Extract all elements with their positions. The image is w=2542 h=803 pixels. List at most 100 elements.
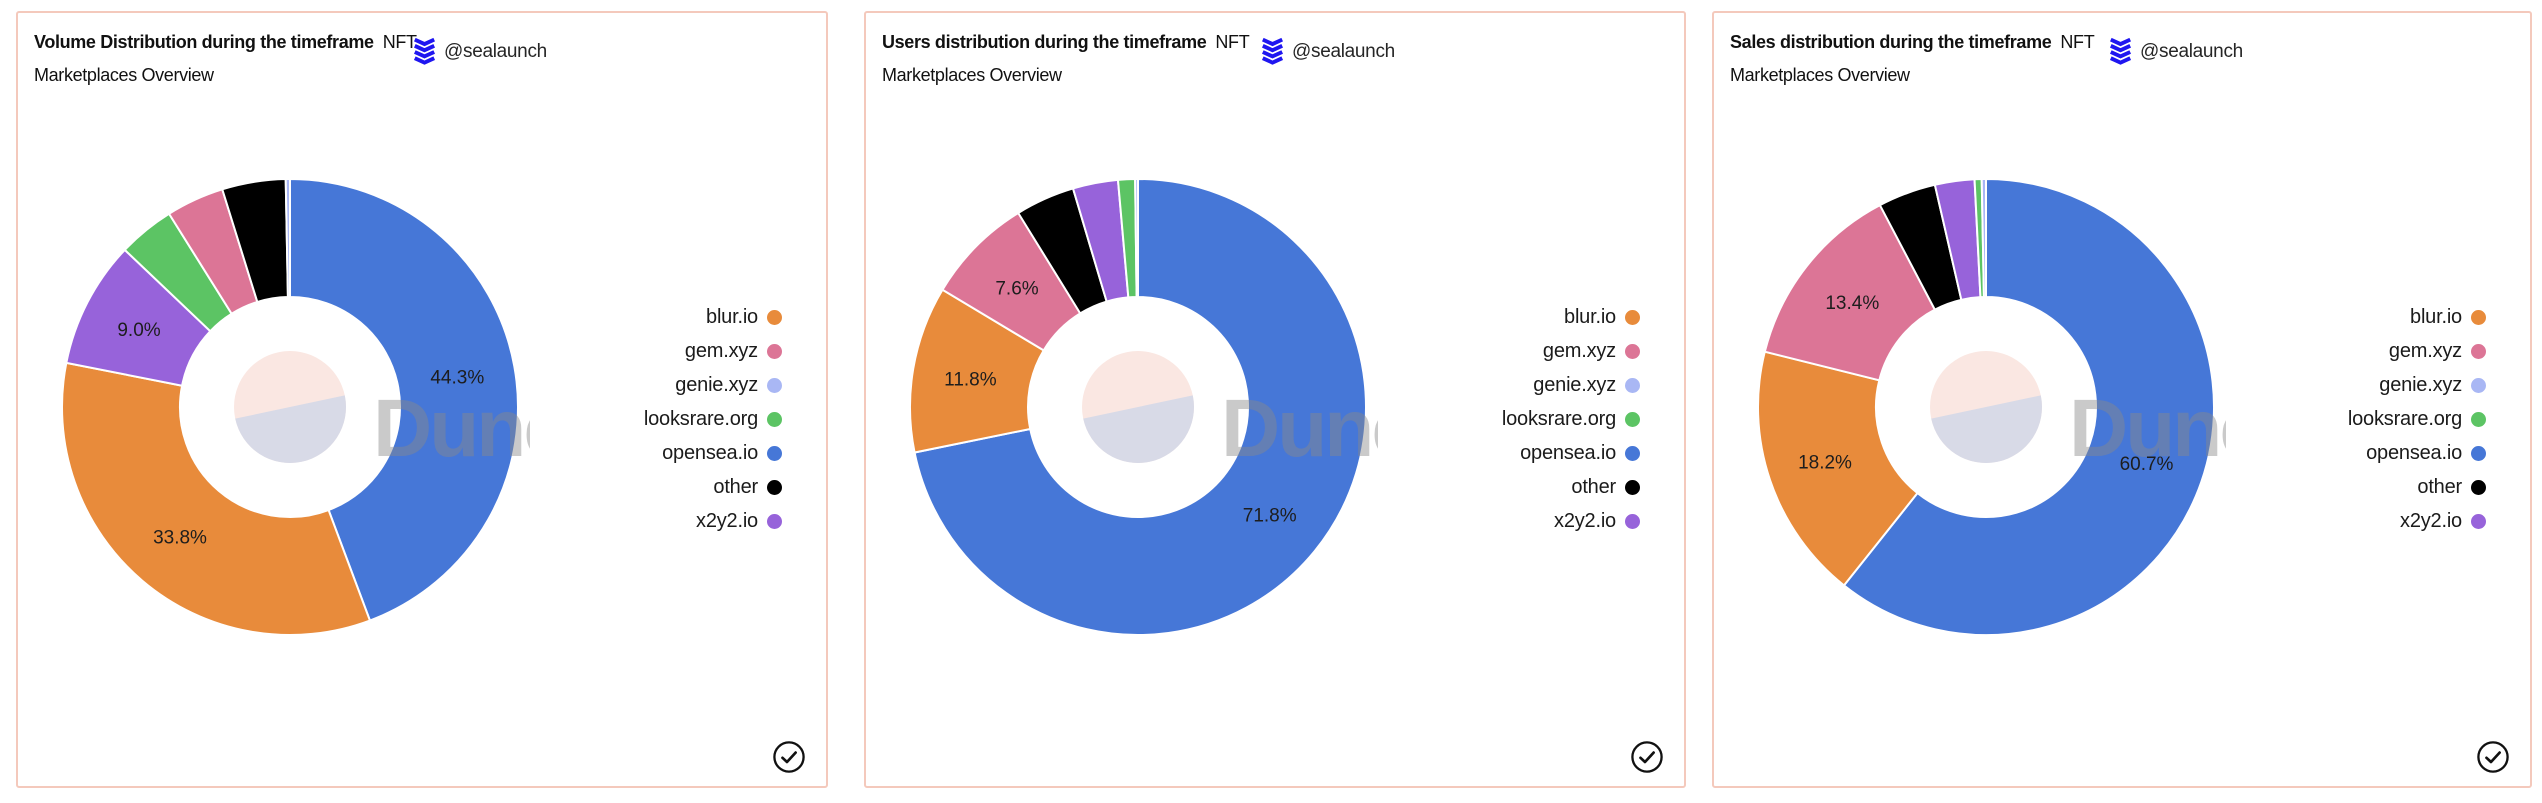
legend-item-gem.xyz[interactable]: gem.xyz [2348, 334, 2486, 368]
dune-watermark-text: Dune [2069, 383, 2226, 474]
slice-genie.xyz[interactable] [1980, 177, 1987, 299]
legend-label: x2y2.io [696, 509, 758, 532]
legend-item-blur.io[interactable]: blur.io [644, 300, 782, 334]
legend-label: gem.xyz [1542, 339, 1616, 362]
slice-percent-label: 71.8% [1243, 506, 1297, 527]
attribution[interactable]: @sealaunch [414, 37, 547, 67]
legend-dot [2471, 309, 2486, 325]
legend-item-genie.xyz[interactable]: genie.xyz [644, 368, 782, 402]
legend-dot [2471, 377, 2486, 393]
check-circle-button[interactable] [772, 740, 806, 774]
legend-label: opensea.io [662, 441, 758, 464]
legend-item-blur.io[interactable]: blur.io [1502, 300, 1640, 334]
donut-chart-sales: Dune60.7% 18.2% 13.4% [1757, 177, 2226, 636]
legend-label: other [1571, 475, 1616, 498]
legend-item-opensea.io[interactable]: opensea.io [2348, 436, 2486, 470]
legend-label: blur.io [1564, 305, 1616, 328]
slice-percent-label: 7.6% [995, 279, 1038, 300]
donut-chart-users: Dune 71.8% 11.8% 7.6% [909, 177, 1378, 636]
slice-gem.xyz[interactable] [1763, 203, 1937, 382]
slice-percent-label: 18.2% [1798, 453, 1852, 474]
legend-label: other [2417, 475, 2462, 498]
chart-subtitle: NFT Marketplaces Overview [1730, 32, 2095, 85]
legend-item-gem.xyz[interactable]: gem.xyz [644, 334, 782, 368]
card-header-title: Sales distribution during the timeframe N… [1730, 26, 2114, 92]
chart-title: Volume Distribution during the timeframe [34, 32, 374, 52]
legend-dot [767, 377, 782, 393]
dune-watermark-text: Dune [1221, 383, 1378, 474]
slice-blur.io[interactable] [1757, 350, 1919, 587]
legend-label: genie.xyz [675, 373, 758, 396]
legend-item-x2y2.io[interactable]: x2y2.io [1502, 504, 1640, 538]
legend-dot [1625, 411, 1640, 427]
dune-circle-logo-icon [1930, 351, 2042, 463]
slice-percent-label: 11.8% [944, 369, 997, 390]
dune-watermark-text: Dune [373, 383, 530, 474]
legend-label: looksrare.org [1501, 407, 1616, 430]
slice-genie.xyz[interactable] [284, 177, 291, 299]
users-distribution-card: Users distribution during the timeframe N… [864, 11, 1686, 788]
legend-label: genie.xyz [1533, 373, 1616, 396]
legend-item-looksrare.org[interactable]: looksrare.org [1502, 402, 1640, 436]
legend-label: gem.xyz [2388, 339, 2462, 362]
legend-item-genie.xyz[interactable]: genie.xyz [1502, 368, 1640, 402]
legend-dot [1625, 479, 1640, 495]
legend-item-genie.xyz[interactable]: genie.xyz [2348, 368, 2486, 402]
legend-item-looksrare.org[interactable]: looksrare.org [644, 402, 782, 436]
sealaunch-logo-icon[interactable] [414, 37, 435, 67]
legend-dot [1625, 513, 1640, 529]
legend-label: looksrare.org [643, 407, 758, 430]
sales-distribution-card: Sales distribution during the timeframe N… [1712, 11, 2532, 788]
legend-item-other[interactable]: other [1502, 470, 1640, 504]
legend-item-x2y2.io[interactable]: x2y2.io [2348, 504, 2486, 538]
legend-item-blur.io[interactable]: blur.io [2348, 300, 2486, 334]
chart-title: Users distribution during the timeframe [882, 32, 1207, 52]
legend-dot [767, 309, 782, 325]
author-handle[interactable]: @sealaunch [1292, 41, 1395, 62]
legend-label: blur.io [2410, 305, 2462, 328]
chart-title: Sales distribution during the timeframe [1730, 32, 2052, 52]
sealaunch-logo-icon[interactable] [1262, 37, 1283, 67]
attribution[interactable]: @sealaunch [2110, 37, 2243, 67]
chart-legend: blur.io gem.xyz genie.xyz looksrare.org open… [644, 300, 782, 538]
legend-label: opensea.io [1520, 441, 1616, 464]
legend-item-opensea.io[interactable]: opensea.io [644, 436, 782, 470]
legend-dot [2471, 411, 2486, 427]
legend-dot [2471, 513, 2486, 529]
legend-label: gem.xyz [684, 339, 758, 362]
legend-dot [1625, 377, 1640, 393]
dune-circle-logo-icon [1082, 351, 1194, 463]
legend-item-opensea.io[interactable]: opensea.io [1502, 436, 1640, 470]
legend-item-other[interactable]: other [2348, 470, 2486, 504]
chart-subtitle: NFT Marketplaces Overview [34, 32, 417, 85]
legend-label: opensea.io [2366, 441, 2462, 464]
slice-percent-label: 13.4% [1825, 293, 1879, 314]
legend-item-other[interactable]: other [644, 470, 782, 504]
author-handle[interactable]: @sealaunch [444, 41, 547, 62]
chart-subtitle: NFT Marketplaces Overview [882, 32, 1250, 85]
check-circle-button[interactable] [2476, 740, 2510, 774]
dune-circle-logo-icon [234, 351, 346, 463]
legend-item-x2y2.io[interactable]: x2y2.io [644, 504, 782, 538]
sealaunch-logo-icon[interactable] [2110, 37, 2131, 67]
chart-legend: blur.io gem.xyz genie.xyz looksrare.org open… [2348, 300, 2486, 538]
legend-dot [767, 411, 782, 427]
legend-label: other [713, 475, 758, 498]
author-handle[interactable]: @sealaunch [2140, 41, 2243, 62]
legend-item-looksrare.org[interactable]: looksrare.org [2348, 402, 2486, 436]
slice-blur.io[interactable] [61, 361, 372, 636]
legend-dot [767, 343, 782, 359]
legend-item-gem.xyz[interactable]: gem.xyz [1502, 334, 1640, 368]
check-circle-button[interactable] [1630, 740, 1664, 774]
legend-dot [1625, 343, 1640, 359]
slice-genie.xyz[interactable] [1134, 177, 1139, 299]
slice-opensea.io[interactable] [1842, 177, 2215, 636]
legend-dot [767, 513, 782, 529]
slice-opensea.io[interactable] [913, 177, 1367, 636]
chart-legend: blur.io gem.xyz genie.xyz looksrare.org open… [1502, 300, 1640, 538]
slice-opensea.io[interactable] [289, 177, 519, 622]
slice-percent-label: 44.3% [430, 368, 484, 389]
card-header-title: Users distribution during the timeframe N… [882, 26, 1266, 92]
legend-dot [2471, 445, 2486, 461]
attribution[interactable]: @sealaunch [1262, 37, 1395, 67]
